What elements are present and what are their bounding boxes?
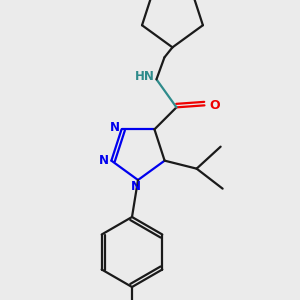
Text: HN: HN	[134, 70, 154, 83]
Text: N: N	[131, 181, 141, 194]
Text: O: O	[209, 99, 220, 112]
Text: N: N	[99, 154, 110, 167]
Text: N: N	[110, 121, 119, 134]
